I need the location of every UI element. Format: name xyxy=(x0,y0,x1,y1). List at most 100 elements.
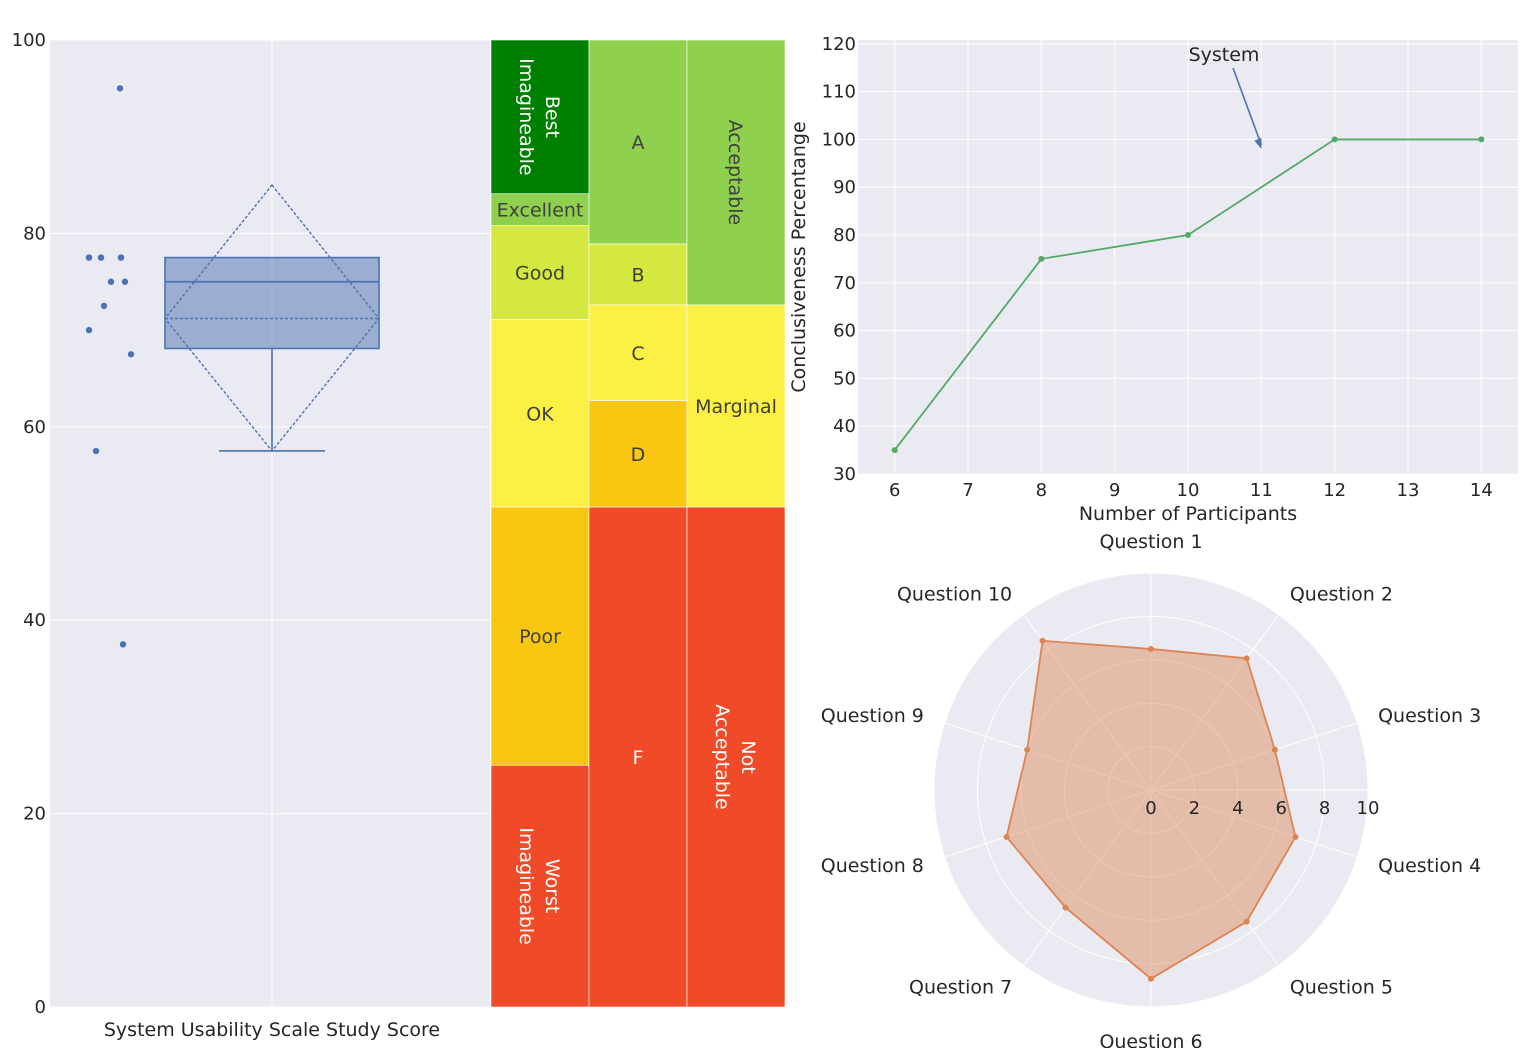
grade-band xyxy=(490,764,590,1008)
y-tick-label: 40 xyxy=(833,416,856,437)
radar-point xyxy=(1271,746,1278,753)
x-tick-label: 10 xyxy=(1177,480,1200,501)
data-point xyxy=(85,326,93,334)
data-point xyxy=(127,351,135,358)
y-tick-label: 110 xyxy=(822,82,856,103)
radial-tick-label: 6 xyxy=(1275,798,1286,819)
x-tick-label: 14 xyxy=(1470,480,1493,501)
radar-spoke xyxy=(1150,722,1358,791)
grade-label: Excellent xyxy=(497,200,584,222)
x-axis-label: Number of Participants xyxy=(1079,503,1297,525)
grade-band xyxy=(588,243,688,306)
y-axis-label: Conclusiveness Percentange xyxy=(788,121,810,392)
y-tick-label: 30 xyxy=(833,464,856,485)
radar-point xyxy=(1003,833,1010,840)
y-tick-label: 50 xyxy=(833,368,856,389)
x-tick-label: 12 xyxy=(1323,480,1346,501)
annotation-arrow xyxy=(1232,67,1263,146)
radar-point xyxy=(1148,975,1154,982)
grade-band xyxy=(686,304,786,508)
grade-label: A xyxy=(632,132,645,154)
radar-point xyxy=(1062,904,1069,911)
radar-axis-label: Question 7 xyxy=(909,977,1012,999)
y-tick-label: 70 xyxy=(833,273,856,294)
grade-band xyxy=(686,506,786,1008)
y-tick-label: 90 xyxy=(833,177,856,198)
x-tick-label: 9 xyxy=(1109,480,1120,501)
y-tick-label: 60 xyxy=(833,321,856,342)
data-point xyxy=(116,85,124,92)
grade-label: Acceptable xyxy=(724,120,746,225)
grade-label: Best xyxy=(541,96,563,138)
x-tick-label: 11 xyxy=(1250,480,1273,501)
radial-tick-label: 10 xyxy=(1357,798,1380,819)
y-tick-label: 100 xyxy=(822,129,856,150)
x-tick-label: 13 xyxy=(1397,480,1420,501)
radar-spoke xyxy=(1023,614,1152,791)
plot-background xyxy=(50,40,490,1007)
grade-label: B xyxy=(631,264,644,286)
y-tick-label: 60 xyxy=(23,417,46,438)
radar-axis-label: Question 10 xyxy=(897,583,1012,605)
grade-band xyxy=(588,400,688,508)
radar-axis-label: Question 3 xyxy=(1378,705,1481,727)
radar-spoke xyxy=(944,789,1152,858)
data-point xyxy=(117,254,125,261)
grade-label: Imagineable xyxy=(515,827,537,945)
data-point xyxy=(100,302,108,310)
grade-band xyxy=(490,319,590,508)
radial-tick-label: 8 xyxy=(1319,798,1330,819)
radar-axis-label: Question 1 xyxy=(1099,531,1202,553)
radar-point xyxy=(1024,746,1031,753)
radar-spoke xyxy=(944,722,1152,791)
y-tick-label: 100 xyxy=(12,30,46,51)
y-tick-label: 40 xyxy=(23,610,46,631)
series-point xyxy=(1331,136,1338,143)
radar-axis-label: Question 9 xyxy=(821,705,924,727)
data-point xyxy=(97,254,105,261)
series-point xyxy=(1038,255,1045,262)
series-point xyxy=(1185,232,1191,239)
radar-point xyxy=(1039,637,1046,644)
grade-label: C xyxy=(631,343,644,365)
y-tick-label: 120 xyxy=(822,34,856,55)
radar-spoke xyxy=(1150,614,1279,791)
radial-tick-label: 0 xyxy=(1145,798,1156,819)
data-point xyxy=(121,278,129,285)
x-axis-label: System Usability Scale Study Score xyxy=(104,1019,440,1041)
series-point xyxy=(1478,136,1485,143)
grade-label: Worst xyxy=(541,859,563,913)
data-point xyxy=(107,278,115,285)
data-point xyxy=(119,641,127,648)
grade-band xyxy=(686,39,786,306)
y-tick-label: 0 xyxy=(35,997,46,1018)
grade-band xyxy=(490,506,590,766)
radar-point xyxy=(1243,655,1250,662)
grade-label-group: Acceptable xyxy=(724,120,746,225)
data-point xyxy=(85,254,93,261)
y-tick-label: 80 xyxy=(833,225,856,246)
y-tick-label: 80 xyxy=(23,223,46,244)
radar-axis-label: Question 8 xyxy=(821,855,924,877)
x-tick-label: 6 xyxy=(889,480,900,501)
radar-spoke xyxy=(1023,789,1152,966)
series-point xyxy=(891,447,898,454)
radar-point xyxy=(1243,918,1250,925)
radial-tick-label: 2 xyxy=(1189,798,1200,819)
radar-axis-label: Question 2 xyxy=(1290,583,1393,605)
grade-band xyxy=(588,304,688,401)
grade-label: Poor xyxy=(519,626,561,648)
radar-spoke xyxy=(1150,789,1279,966)
grade-band xyxy=(490,39,590,195)
grade-label: OK xyxy=(526,403,554,425)
radar-axis-label: Question 5 xyxy=(1290,977,1393,999)
box-iqr xyxy=(164,256,380,350)
mean-diamond xyxy=(164,183,380,453)
grade-label: Not xyxy=(737,740,759,773)
grade-band xyxy=(490,193,590,226)
x-tick-label: 7 xyxy=(962,480,973,501)
